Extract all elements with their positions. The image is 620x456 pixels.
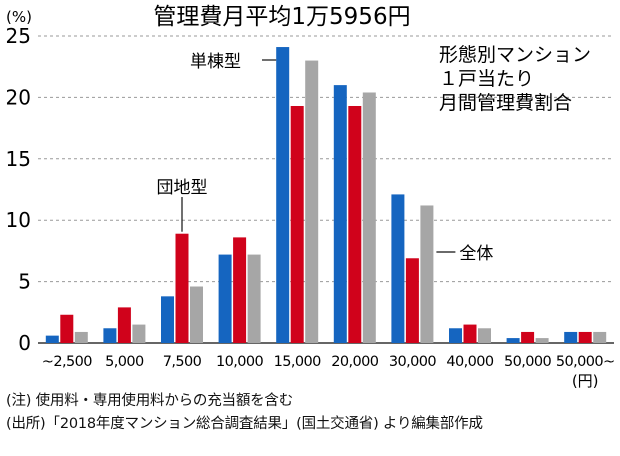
x-tick-label: ~2,500	[42, 354, 92, 370]
annotation-line: 月間管理費割合	[439, 92, 572, 114]
x-unit-label: (円)	[572, 372, 599, 390]
x-tick-label: 20,000	[331, 354, 379, 370]
bar	[117, 307, 131, 343]
bar	[348, 105, 362, 343]
bar	[420, 205, 434, 343]
bar	[478, 328, 491, 343]
bar	[290, 105, 304, 343]
bar	[535, 338, 549, 343]
y-axis-label: (%)	[6, 8, 32, 26]
bar	[391, 194, 405, 343]
bar	[45, 335, 59, 343]
bar	[362, 92, 376, 343]
bar	[218, 254, 232, 343]
bar	[564, 331, 578, 343]
x-tick-label: 7,500	[163, 354, 202, 370]
bar	[333, 85, 347, 344]
x-tick-label: 15,000	[274, 354, 322, 370]
annotation-line: 形態別マンション	[439, 44, 591, 66]
source-note: (出所)「2018年度マンション総合調査結果」(国土交通省) より編集部作成	[6, 416, 483, 432]
x-tick-label: 5,000	[105, 354, 144, 370]
series-label: 単棟型	[190, 52, 241, 72]
x-tick-label: 40,000	[446, 354, 494, 370]
bar	[593, 331, 607, 343]
x-tick-label: 50,000	[504, 354, 552, 370]
x-tick-label: 50,000~	[556, 354, 615, 370]
bar	[161, 296, 174, 343]
series-label: 団地型	[157, 178, 208, 198]
x-tick-label: 30,000	[389, 354, 437, 370]
y-tick-label: 15	[6, 147, 31, 171]
y-tick-label: 10	[6, 208, 31, 232]
bar	[449, 328, 462, 343]
y-tick-label: 20	[6, 85, 31, 109]
bar	[506, 338, 520, 343]
bar	[578, 331, 592, 343]
bar	[305, 60, 319, 344]
bar	[103, 328, 117, 343]
y-tick-label: 25	[6, 24, 31, 48]
bar	[276, 47, 290, 343]
footnote: (注) 使用料・専用使用料からの充当額を含む	[6, 393, 294, 409]
chart-title: 管理費月平均1万5956円	[153, 4, 410, 30]
bar	[74, 331, 88, 343]
bar	[132, 324, 146, 343]
bar	[405, 258, 419, 343]
bar	[233, 237, 247, 343]
bar	[190, 286, 203, 343]
y-tick-label: 0	[18, 331, 31, 355]
bar	[521, 331, 535, 343]
bar	[463, 324, 477, 343]
bar	[60, 314, 74, 343]
series-label: 全体	[459, 244, 493, 264]
x-tick-label: 10,000	[216, 354, 264, 370]
annotation-line: １戸当たり	[439, 68, 534, 90]
bar	[247, 254, 261, 343]
y-tick-label: 5	[18, 270, 31, 294]
bar	[175, 233, 189, 343]
